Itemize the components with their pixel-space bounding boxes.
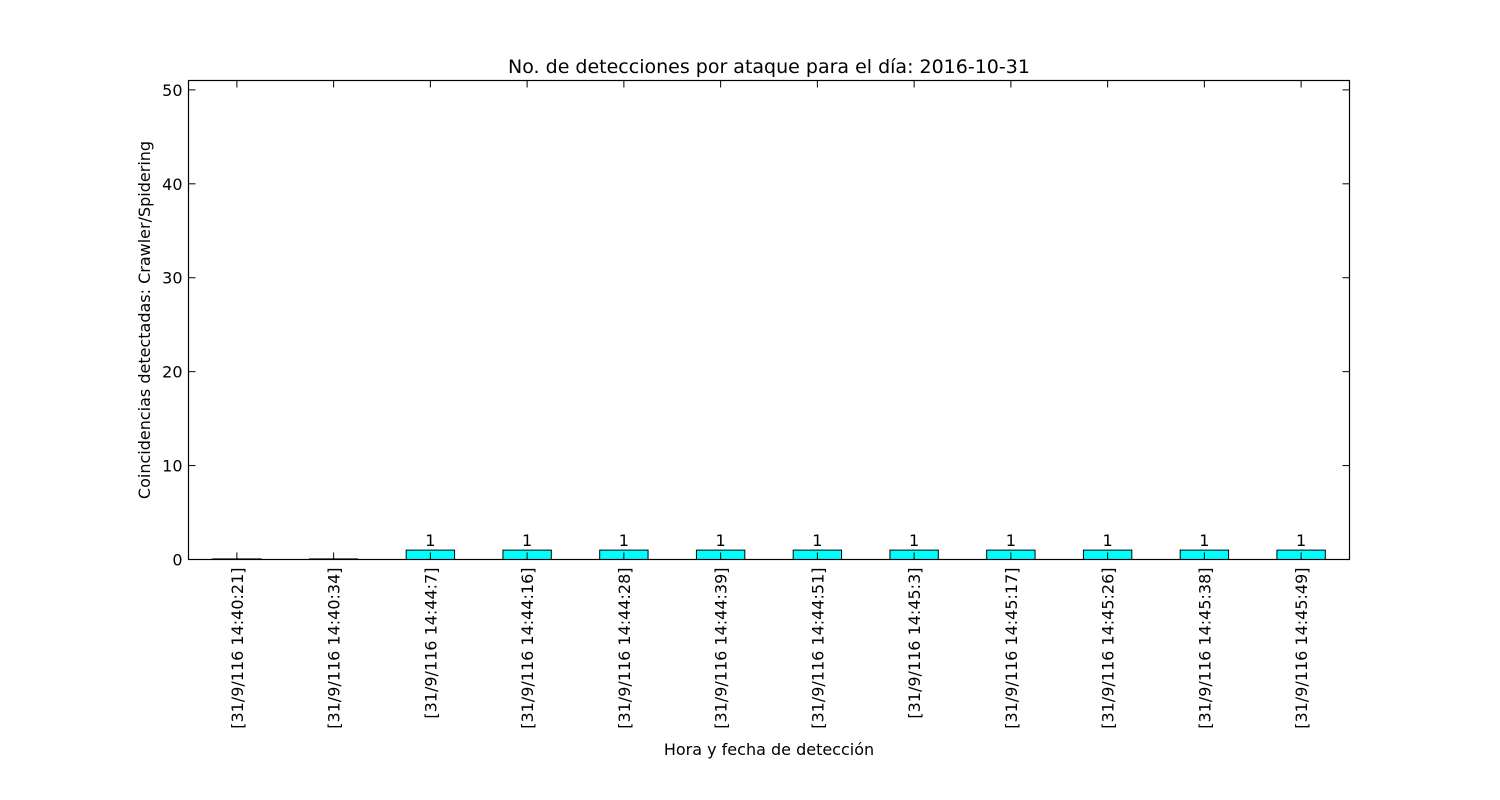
y-tick-label: 30 xyxy=(162,269,182,288)
chart-title: No. de detecciones por ataque para el dí… xyxy=(508,56,1030,78)
x-axis-ticks: [31/9/116 14:40:21] [31/9/116 14:40:34] [3… xyxy=(228,80,1311,729)
x-tick-label: [31/9/116 14:45:26] xyxy=(1099,568,1118,729)
y-axis-label: Coincidencias detectadas: Crawler/Spider… xyxy=(135,141,154,499)
data-label-4: 1 xyxy=(522,531,532,550)
x-tick-label: [31/9/116 14:44:28] xyxy=(615,568,634,729)
y-tick-label: 50 xyxy=(162,81,182,100)
x-tick-label: [31/9/116 14:45:49] xyxy=(1292,568,1311,729)
data-label-9: 1 xyxy=(1006,531,1016,550)
x-tick-label: [31/9/116 14:45:38] xyxy=(1195,568,1214,729)
data-label-5: 1 xyxy=(619,531,629,550)
y-tick-label: 10 xyxy=(162,457,182,476)
data-label-11: 1 xyxy=(1199,531,1209,550)
data-label-3: 1 xyxy=(425,531,435,550)
x-tick-label: [31/9/116 14:45:3] xyxy=(905,568,924,719)
plot-frame xyxy=(187,79,1351,561)
y-tick-label: 40 xyxy=(162,175,182,194)
x-tick-label: [31/9/116 14:44:16] xyxy=(518,568,537,729)
x-tick-label: [31/9/116 14:44:39] xyxy=(712,568,731,729)
bars-group xyxy=(212,549,1326,561)
y-axis-ticks: 0 10 20 30 40 50 xyxy=(162,81,1350,570)
data-label-8: 1 xyxy=(909,531,919,550)
y-tick-label: 0 xyxy=(172,551,182,570)
x-tick-label: [31/9/116 14:45:17] xyxy=(1002,568,1021,729)
data-label-6: 1 xyxy=(716,531,726,550)
x-tick-label: [31/9/116 14:40:34] xyxy=(325,568,344,729)
data-label-12: 1 xyxy=(1296,531,1306,550)
y-tick-label: 20 xyxy=(162,363,182,382)
x-tick-label: [31/9/116 14:44:51] xyxy=(808,568,827,729)
data-labels-group: 1 1 1 1 1 1 1 1 1 1 xyxy=(425,531,1306,550)
data-label-10: 1 xyxy=(1103,531,1113,550)
x-tick-label: [31/9/116 14:40:21] xyxy=(228,568,247,729)
x-axis-label: Hora y fecha de detección xyxy=(664,740,874,759)
data-label-7: 1 xyxy=(812,531,822,550)
x-tick-label: [31/9/116 14:44:7] xyxy=(421,568,440,719)
